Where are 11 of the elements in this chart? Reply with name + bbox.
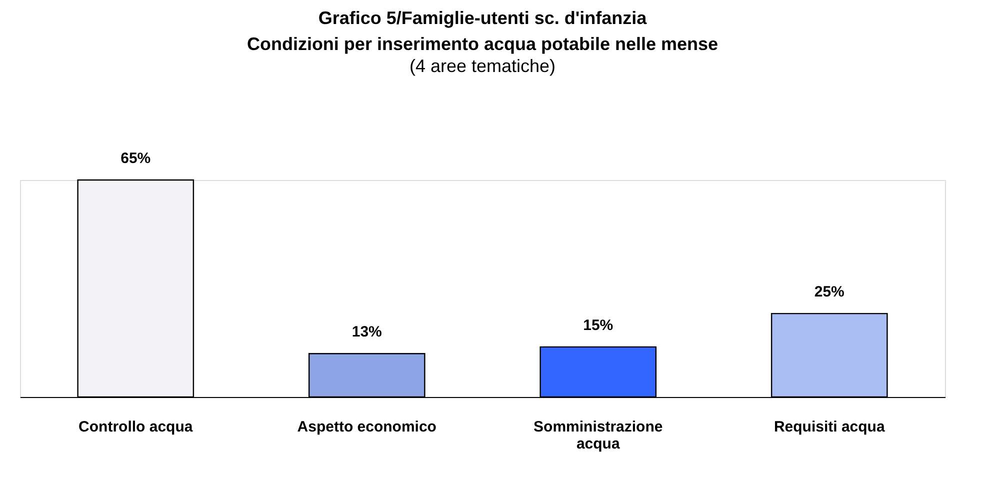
data-label: 15% <box>583 316 614 334</box>
x-tick-label: Controllo acqua <box>78 418 194 436</box>
data-label: 13% <box>352 324 382 341</box>
text: Condizioni per inserimento acqua potabile nelle mense <box>246 34 718 54</box>
text: Grafico 5/Famiglie-utenti sc. d'infanzia <box>318 8 647 28</box>
data-label: 65% <box>120 150 151 167</box>
x-tick-label: Aspetto economico <box>297 418 436 436</box>
x-tick-label: Requisiti acqua <box>774 418 886 436</box>
data-label: 25% <box>814 284 844 301</box>
chart-subtitle: (4 aree tematiche) <box>409 56 556 76</box>
x-tick-label: Somministrazione acqua <box>534 418 663 452</box>
